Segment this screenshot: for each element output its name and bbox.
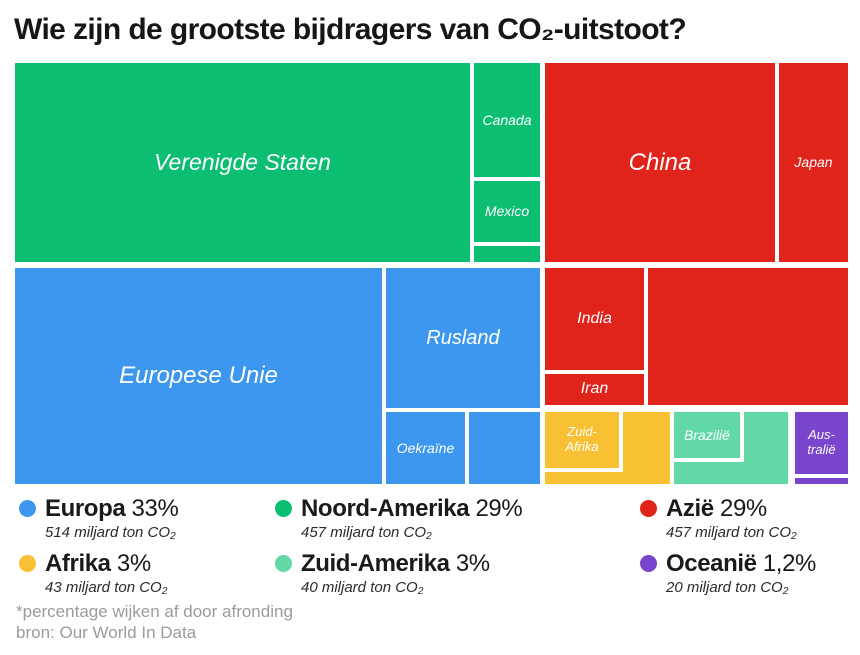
treemap-box-rusland: Rusland bbox=[386, 268, 540, 408]
legend-name: Azië bbox=[666, 495, 714, 522]
legend-item-afrika: Afrika 3% 43 miljard ton CO₂ bbox=[19, 550, 275, 596]
legend-pct: 29% bbox=[713, 495, 767, 522]
source-credit: bron: Our World In Data bbox=[16, 623, 197, 642]
treemap-box-china: China bbox=[545, 63, 775, 262]
afrika-dot-icon bbox=[19, 555, 36, 572]
legend-detail: 457 miljard ton CO₂ bbox=[301, 524, 432, 541]
legend-detail: 20 miljard ton CO₂ bbox=[666, 579, 789, 596]
co2-treemap: Verenigde Staten Canada Mexico China Jap… bbox=[15, 63, 848, 484]
box-label-japan: Japan bbox=[794, 154, 833, 171]
legend: Europa 33% 514 miljard ton CO₂ Afrika 3%… bbox=[19, 495, 845, 596]
legend-pct: 29% bbox=[469, 495, 523, 522]
legend-name: Zuid-Amerika bbox=[301, 550, 450, 577]
legend-detail: 514 miljard ton CO₂ bbox=[45, 524, 176, 541]
treemap-box-iran: Iran bbox=[545, 374, 644, 405]
box-label-australie: Aus- tralië bbox=[807, 427, 836, 457]
legend-item-noord-amerika: Noord-Amerika 29% 457 miljard ton CO₂ bbox=[275, 495, 640, 541]
box-label-india: India bbox=[577, 309, 612, 327]
legend-item-europa: Europa 33% 514 miljard ton CO₂ bbox=[19, 495, 275, 541]
box-label-china: China bbox=[628, 148, 692, 176]
treemap-box-oceanie: Aus- tralië bbox=[795, 412, 848, 484]
legend-pct: 3% bbox=[449, 550, 490, 577]
treemap-box-zuid-afrika: Zuid- Afrika bbox=[545, 412, 623, 472]
footer: *percentage wijken af door afronding bro… bbox=[16, 601, 293, 643]
legend-item-azie: Azië 29% 457 miljard ton CO₂ bbox=[640, 495, 845, 541]
box-label-zuid-afrika: Zuid- Afrika bbox=[565, 424, 599, 454]
treemap-box-canada: Canada bbox=[474, 63, 540, 177]
treemap-box-europa-rest bbox=[469, 412, 540, 484]
treemap-box-oekraine: Oekraïne bbox=[386, 412, 465, 484]
treemap-box-afrika: Zuid- Afrika bbox=[545, 412, 670, 484]
europa-dot-icon bbox=[19, 500, 36, 517]
legend-name: Noord-Amerika bbox=[301, 495, 470, 522]
treemap-box-azie-rest bbox=[648, 268, 848, 405]
azie-dot-icon bbox=[640, 500, 657, 517]
box-label-canada: Canada bbox=[482, 111, 532, 128]
legend-name: Oceanië bbox=[666, 550, 757, 577]
box-label-mexico: Mexico bbox=[484, 203, 530, 220]
box-label-oekraine: Oekraïne bbox=[396, 439, 455, 456]
treemap-box-mexico: Mexico bbox=[474, 181, 540, 242]
box-label-verenigde-staten: Verenigde Staten bbox=[154, 149, 331, 176]
oceanie-dot-icon bbox=[640, 555, 657, 572]
treemap-box-brazilie: Brazilië bbox=[674, 412, 744, 462]
legend-pct: 1,2% bbox=[756, 550, 817, 577]
legend-name: Europa bbox=[45, 495, 126, 522]
treemap-box-japan: Japan bbox=[779, 63, 848, 262]
noord-amerika-dot-icon bbox=[275, 500, 292, 517]
box-label-europese-unie: Europese Unie bbox=[119, 362, 278, 390]
treemap-box-verenigde-staten: Verenigde Staten bbox=[15, 63, 470, 262]
treemap-box-australie: Aus- tralië bbox=[795, 412, 848, 478]
treemap-box-india: India bbox=[545, 268, 644, 370]
legend-item-oceanie: Oceanië 1,2% 20 miljard ton CO₂ bbox=[640, 550, 845, 596]
legend-name: Afrika bbox=[45, 550, 111, 577]
legend-pct: 3% bbox=[110, 550, 151, 577]
zuid-amerika-dot-icon bbox=[275, 555, 292, 572]
treemap-box-noord-amerika-rest bbox=[474, 246, 540, 262]
treemap-box-europese-unie: Europese Unie bbox=[15, 268, 382, 484]
box-label-brazilie: Brazilië bbox=[684, 426, 730, 443]
legend-pct: 33% bbox=[125, 495, 179, 522]
legend-detail: 43 miljard ton CO₂ bbox=[45, 579, 168, 596]
footnote: *percentage wijken af door afronding bbox=[16, 602, 293, 621]
page-title: Wie zijn de grootste bijdragers van CO₂-… bbox=[14, 13, 687, 46]
box-label-rusland: Rusland bbox=[426, 326, 500, 349]
legend-item-zuid-amerika: Zuid-Amerika 3% 40 miljard ton CO₂ bbox=[275, 550, 640, 596]
legend-detail: 40 miljard ton CO₂ bbox=[301, 579, 424, 596]
treemap-box-zuid-amerika: Brazilië bbox=[674, 412, 788, 484]
box-label-iran: Iran bbox=[580, 380, 609, 398]
legend-detail: 457 miljard ton CO₂ bbox=[666, 524, 797, 541]
